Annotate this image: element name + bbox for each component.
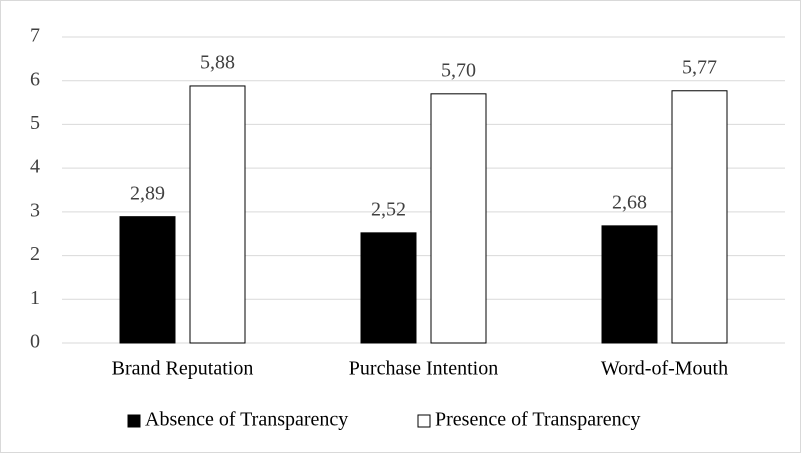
y-tick-label: 6 bbox=[30, 68, 40, 90]
bar bbox=[189, 85, 246, 344]
bar bbox=[430, 93, 487, 344]
data-label: 2,52 bbox=[371, 198, 406, 220]
y-tick-label: 1 bbox=[30, 287, 40, 309]
data-label: 5,77 bbox=[682, 56, 717, 78]
y-tick-label: 7 bbox=[30, 25, 40, 47]
y-tick-label: 3 bbox=[30, 199, 40, 221]
bar bbox=[360, 232, 417, 344]
y-tick-label: 2 bbox=[30, 243, 40, 265]
bar bbox=[119, 216, 176, 344]
data-label: 5,70 bbox=[441, 59, 476, 81]
legend-swatch bbox=[417, 414, 431, 428]
legend-swatch bbox=[127, 414, 141, 428]
y-tick-label: 0 bbox=[30, 331, 40, 353]
bar bbox=[671, 90, 728, 344]
x-tick-label: Word-of-Mouth bbox=[601, 358, 728, 380]
y-tick-label: 4 bbox=[30, 156, 40, 178]
data-label: 2,89 bbox=[130, 182, 165, 204]
x-tick-label: Brand Reputation bbox=[112, 358, 254, 380]
data-label: 2,68 bbox=[612, 191, 647, 213]
bar bbox=[601, 225, 658, 344]
legend-label: Presence of Transparency bbox=[435, 409, 641, 431]
x-tick-label: Purchase Intention bbox=[349, 358, 498, 380]
data-label: 5,88 bbox=[200, 52, 235, 74]
y-tick-label: 5 bbox=[30, 112, 40, 134]
legend-label: Absence of Transparency bbox=[145, 409, 348, 431]
